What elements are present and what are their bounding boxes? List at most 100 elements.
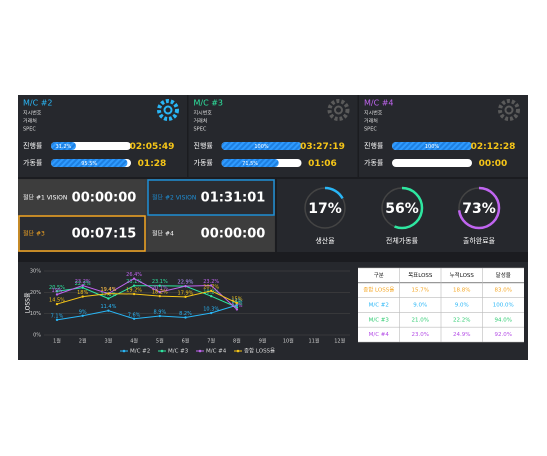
uptime-track <box>392 159 472 167</box>
data-label: 17.1% <box>100 292 116 298</box>
table-cell: 100.0% <box>493 303 514 309</box>
uptime-bar <box>51 159 128 167</box>
machine-info: 지시번호 <box>23 110 42 117</box>
series-point <box>81 284 84 287</box>
data-label: 14% <box>231 299 242 305</box>
x-tick-label: 2월 <box>79 338 87 345</box>
data-label: 22.9% <box>178 280 194 286</box>
uptime-time: 01:06 <box>308 159 337 169</box>
table-header: 구분 <box>374 272 384 279</box>
series-point <box>235 303 239 307</box>
y-tick-label: 10% <box>30 311 41 317</box>
data-label: 19.4% <box>100 287 116 293</box>
x-tick-label: 8월 <box>233 338 241 345</box>
series-point <box>107 297 110 300</box>
series-point <box>210 294 213 298</box>
data-label: 22.9% <box>178 280 194 286</box>
table-cell: 92.0% <box>495 332 512 338</box>
table-cell: 22.2% <box>453 317 470 323</box>
data-label: 18.2% <box>203 290 219 296</box>
table-cell: 15.7% <box>412 288 429 294</box>
progress-bar <box>392 142 472 150</box>
cutter-time: 00:00:00 <box>72 191 137 206</box>
gauge-arc <box>457 186 501 230</box>
series-point <box>81 314 84 317</box>
progress-label: 진행률 <box>23 141 43 150</box>
table-header: 누적LOSS <box>450 272 475 279</box>
legend-dot <box>122 349 126 353</box>
gauge-name: 전체가동률 <box>386 236 419 245</box>
series-point <box>184 316 187 319</box>
progress-bar <box>221 142 302 150</box>
x-tick-label: 3월 <box>105 338 113 345</box>
gear-icon-center <box>334 105 343 115</box>
data-label: 19.4% <box>100 287 116 293</box>
data-label: 19.2% <box>126 288 142 294</box>
table-cell: 24.9% <box>453 332 470 338</box>
machine-info: SPEC <box>364 127 377 133</box>
cutter-label: 절단 #2 VISION <box>152 194 196 202</box>
machine-info: SPEC <box>23 127 36 133</box>
machine-info: 지시번호 <box>194 110 213 117</box>
table-cell: M/C #3 <box>369 317 390 323</box>
data-label: 20.1% <box>152 286 168 292</box>
data-label: 18.2% <box>152 290 168 296</box>
series-point <box>210 289 213 293</box>
series-line <box>56 290 238 305</box>
cutter-time: 00:00:00 <box>201 227 266 242</box>
series-point <box>184 284 187 288</box>
series-point <box>132 277 136 280</box>
gauge-arc <box>303 186 347 230</box>
series-point <box>132 284 136 287</box>
data-label: 14.5% <box>49 298 65 304</box>
data-label: 9% <box>79 309 87 315</box>
data-label: 17.9% <box>178 290 194 296</box>
progress-text: 31.2% <box>56 144 72 150</box>
machine-info: 거래처 <box>23 118 37 125</box>
table-cell: 94.0% <box>495 317 512 323</box>
series-point <box>158 284 161 287</box>
series-point <box>235 308 239 311</box>
x-tick-label: 4월 <box>130 338 138 345</box>
machine-info: 거래처 <box>194 118 208 125</box>
data-label: 15% <box>231 297 242 303</box>
data-label: 10.3% <box>203 307 219 313</box>
series-point <box>107 309 110 312</box>
progress-time: 02:05:49 <box>130 142 175 152</box>
table-cell: 종합 LOSS율 <box>363 286 394 294</box>
data-label: 20.5% <box>49 285 65 291</box>
series-point <box>158 294 161 298</box>
x-tick-label: 1월 <box>53 338 61 345</box>
table-cell: 9.0% <box>413 303 427 309</box>
uptime-label: 가동률 <box>194 158 214 167</box>
uptime-bar <box>221 159 279 167</box>
legend-dot <box>236 349 240 353</box>
y-tick-label: 30% <box>30 269 41 275</box>
series-point <box>55 293 59 296</box>
cutter-cell <box>19 180 145 215</box>
data-label: 7.6% <box>128 312 141 318</box>
data-label: 23.1% <box>126 279 142 285</box>
series-point <box>132 292 136 296</box>
uptime-text: 95.5% <box>81 161 97 167</box>
progress-text: 100% <box>425 144 440 150</box>
gauge-value: 56% <box>385 201 419 217</box>
x-tick-label: 10월 <box>283 338 294 345</box>
cutter-cell <box>147 179 275 216</box>
gear-icon <box>327 99 350 121</box>
cutter-cell <box>18 215 146 252</box>
series-point <box>55 290 59 293</box>
uptime-label: 가동률 <box>364 158 384 167</box>
legend-label: 종합 LOSS율 <box>244 347 275 355</box>
legend-label: M/C #2 <box>130 349 150 355</box>
series-point <box>55 302 59 306</box>
series-point <box>81 295 84 298</box>
series-point <box>210 311 213 315</box>
x-tick-label: 7월 <box>207 338 215 345</box>
y-tick-label: 0% <box>33 333 41 339</box>
data-label: 11.4% <box>100 304 116 310</box>
data-label: 7.1% <box>51 313 64 319</box>
table-cell: 9.0% <box>455 303 469 309</box>
gear-icon <box>498 99 520 121</box>
